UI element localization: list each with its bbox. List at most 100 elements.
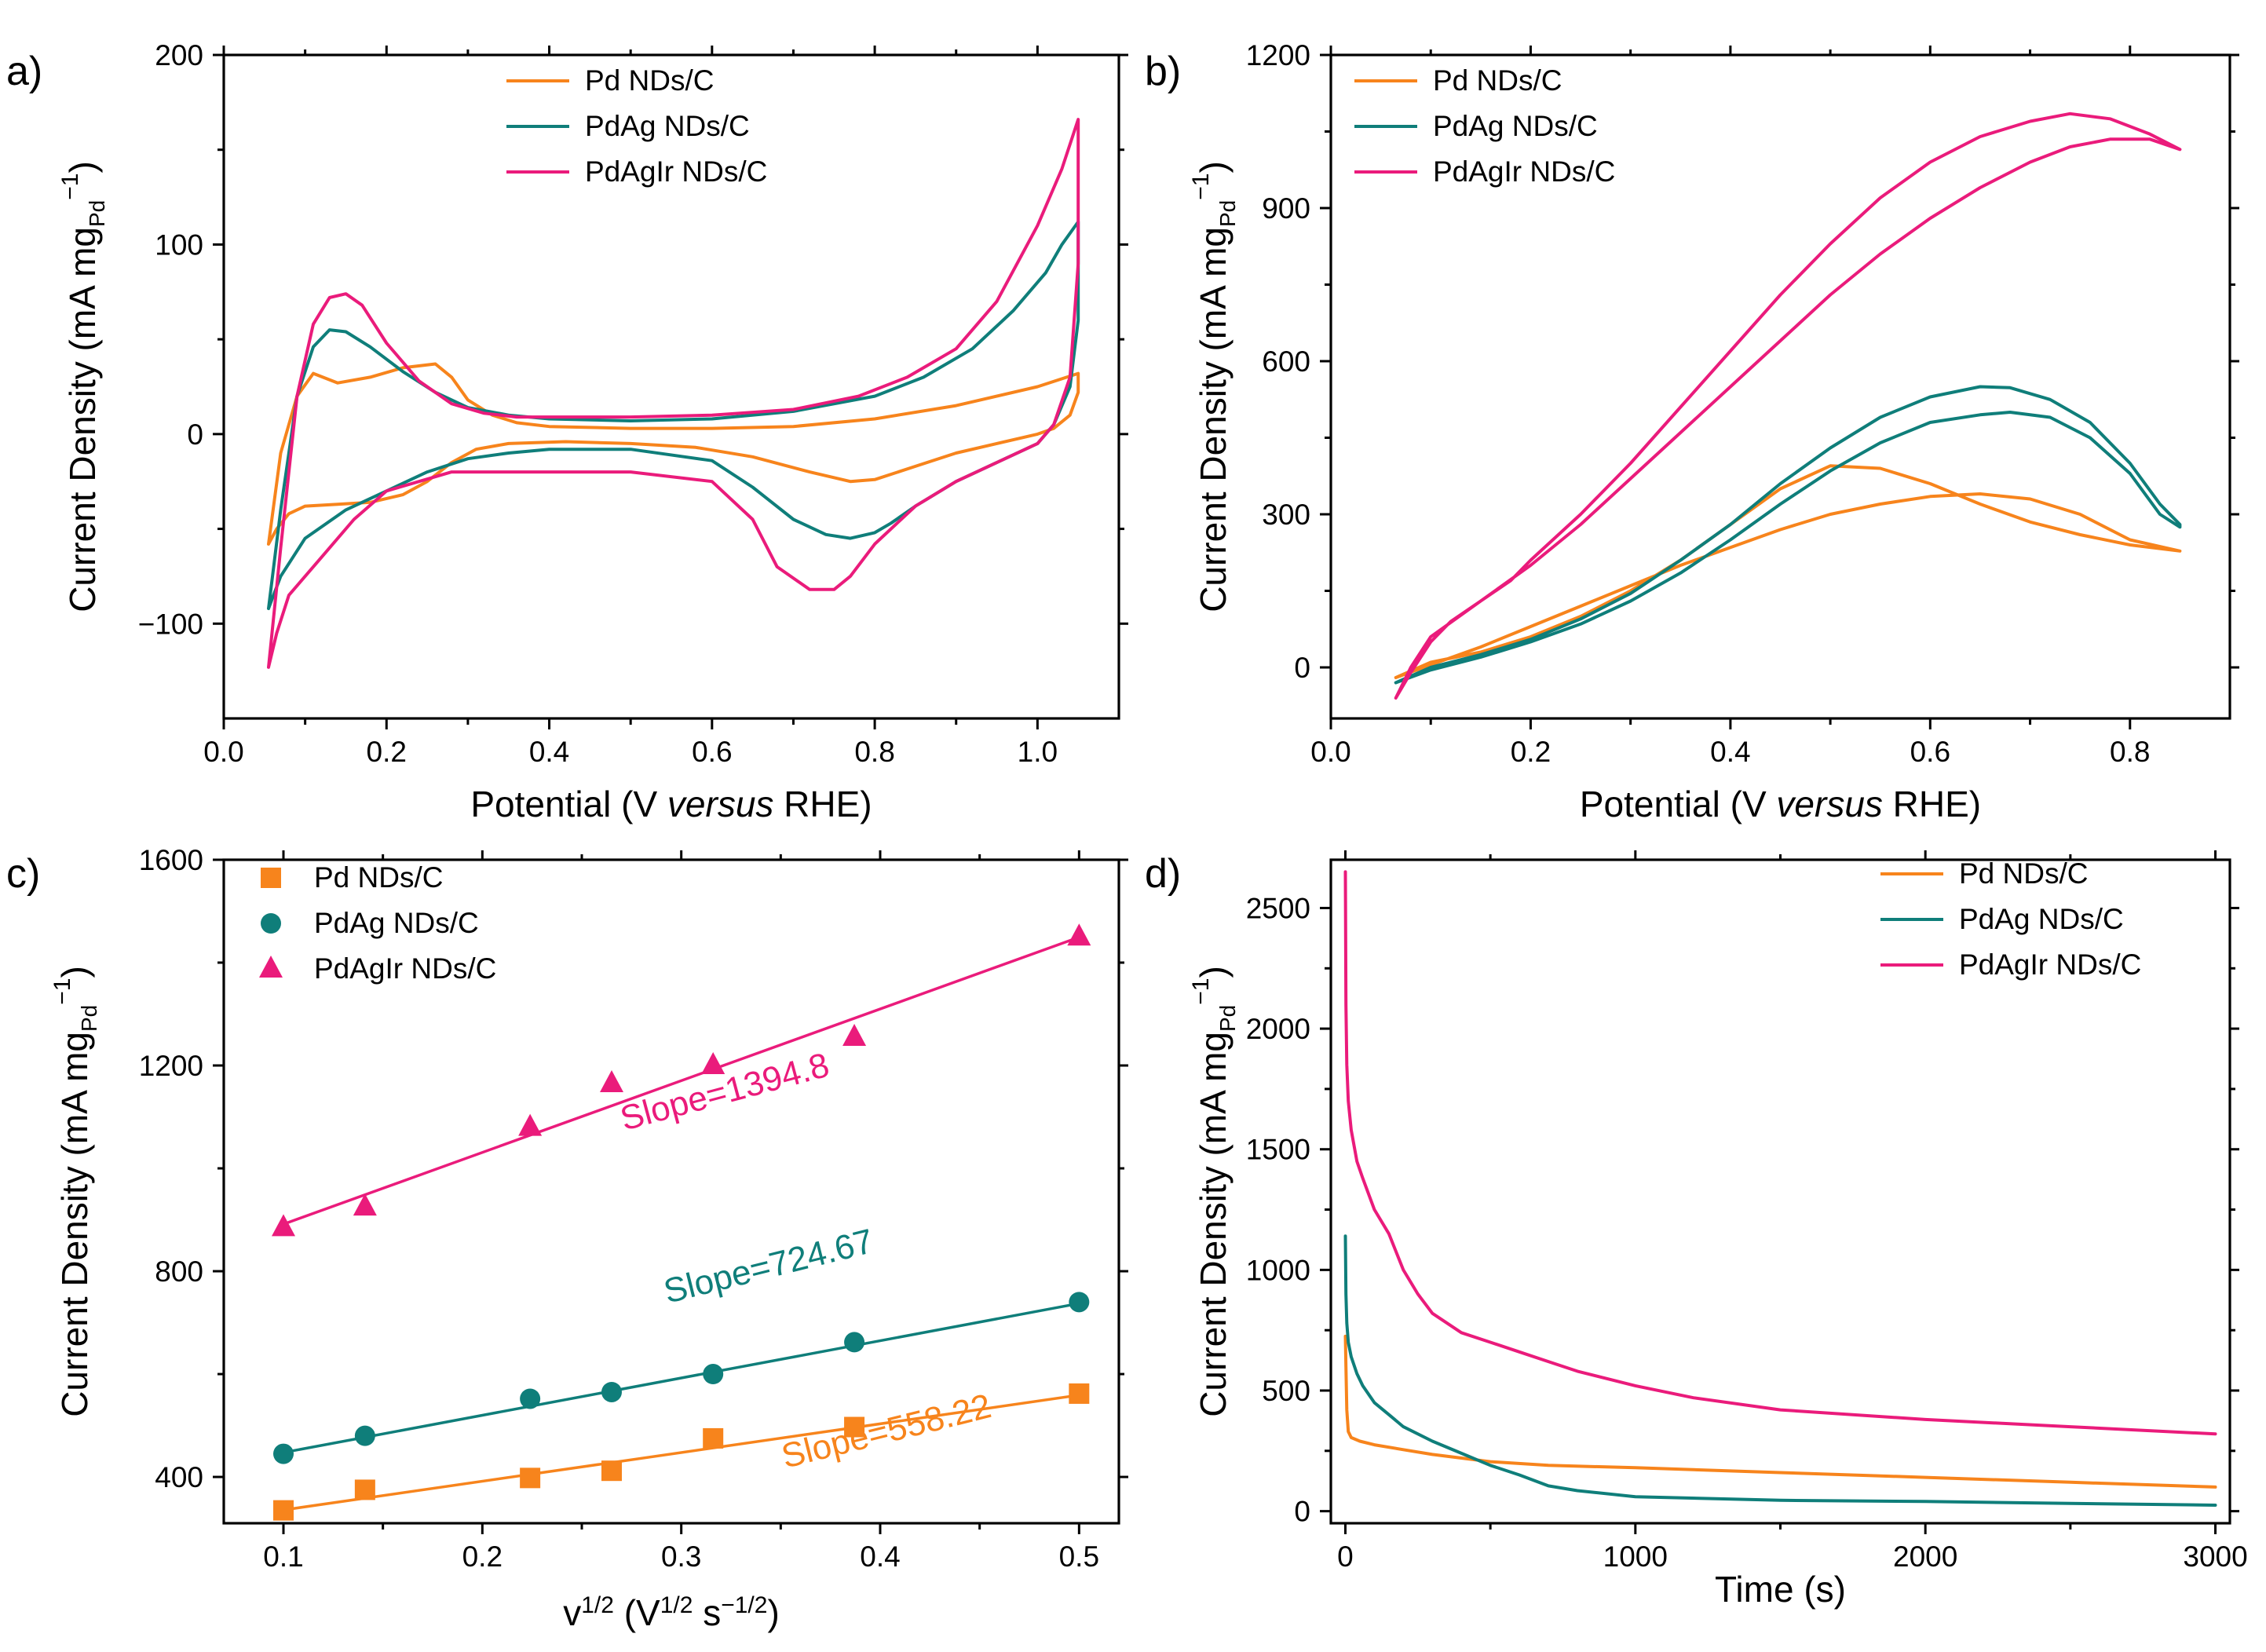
y-tick-label: 1600 [139, 844, 203, 876]
legend-label: PdAgIr NDs/C [314, 952, 496, 985]
plot-frame [222, 858, 1120, 1525]
y-tick-label: 400 [155, 1461, 203, 1493]
panel-label: b) [1145, 49, 1181, 94]
x-axis-label-part: ) [767, 1592, 779, 1633]
slope-label: Slope=558.22 [778, 1387, 996, 1476]
data-point-pd-nds-c [520, 1467, 541, 1489]
data-point-pd-nds-c [601, 1460, 622, 1482]
x-axis-label-part: versus [1776, 784, 1882, 824]
y-axis-label-part: Pd [1215, 1005, 1240, 1032]
x-tick-label: 0.0 [1310, 736, 1350, 768]
panel-d: d) 0 1000 2000 3000 0 500 1000 1500 2000 2500 Time … [1145, 850, 2248, 1610]
y-tick-label: 0 [1294, 652, 1310, 684]
data-point-pd-nds-c [1069, 1383, 1090, 1404]
y-tick-label: 0 [1294, 1496, 1310, 1528]
y-tick-label: 100 [155, 228, 203, 261]
y-axis-label-part: Current Density (mA mg [62, 227, 103, 612]
x-tick-label: 0.8 [2110, 736, 2150, 768]
data-point-pdag-nds-c [520, 1388, 541, 1409]
panel-label: c) [6, 851, 40, 897]
x-tick-label: 0.2 [1511, 736, 1551, 768]
legend-label: PdAgIr NDs/C [585, 155, 767, 188]
data-point-pdag-nds-c [844, 1332, 865, 1353]
x-tick-label: 0.1 [263, 1541, 303, 1573]
y-axis-label: Current Density (mA mgPd−1) [1188, 966, 1240, 1417]
data-point-pdagir-nds-c [272, 1214, 295, 1237]
data-point-pd-nds-c [844, 1416, 865, 1438]
legend-label: PdAgIr NDs/C [1959, 948, 2141, 981]
data-point-pdagir-nds-c [842, 1023, 867, 1046]
y-tick-label: 1000 [1246, 1254, 1310, 1286]
data-point-pdagir-nds-c [518, 1113, 543, 1136]
x-axis-label-part: 1/2 [660, 1592, 693, 1618]
series-line-pdag-nds-c [1343, 1234, 2217, 1507]
x-tick-label: 0 [1337, 1541, 1354, 1573]
x-axis-label: Time (s) [1715, 1569, 1846, 1610]
plot-frame [1329, 53, 2231, 720]
x-tick-label: 0.4 [529, 736, 569, 768]
y-tick-label: 1200 [139, 1050, 203, 1082]
fit-line-pdagir-nds-c [283, 936, 1080, 1226]
y-tick-label: 1500 [1246, 1134, 1310, 1166]
x-tick-label: 1.0 [1018, 736, 1058, 768]
data-point-pd-nds-c [354, 1479, 375, 1500]
x-tick-label: 0.4 [860, 1541, 900, 1573]
y-tick-label: 1200 [1246, 39, 1310, 71]
x-tick-label: 2000 [1893, 1541, 1957, 1573]
x-tick-label: 3000 [2183, 1541, 2247, 1573]
y-tick-label: −100 [138, 608, 203, 640]
x-axis-label-part: Time (s) [1715, 1569, 1846, 1610]
data-point-pd-nds-c [703, 1427, 724, 1449]
x-tick-label: 0.8 [854, 736, 894, 768]
y-axis-label: Current Density (mA mgPd−1) [1188, 161, 1240, 612]
plot-frame [222, 53, 1120, 720]
y-tick-label: 200 [155, 39, 203, 71]
x-tick-label: 0.2 [462, 1541, 503, 1573]
y-tick-label: 500 [1262, 1375, 1310, 1407]
data-point-pdag-nds-c [703, 1364, 724, 1385]
legend-marker [259, 956, 283, 978]
x-tick-label: 0.6 [692, 736, 732, 768]
panel-a: a) 0.0 0.2 0.4 0.6 0.8 1.0 −100 0 100 200 Potential… [6, 39, 1128, 824]
y-axis-label-part: ) [1193, 161, 1234, 173]
series-line-pd-nds-c [1343, 1334, 2217, 1489]
y-axis-label-part: Pd [1215, 200, 1240, 227]
y-axis-label-part: ) [1193, 966, 1234, 978]
x-axis-label: Potential (V versus RHE) [1580, 784, 1981, 824]
legend-label: PdAg NDs/C [1433, 110, 1598, 142]
legend-marker [261, 868, 281, 888]
data-point-pdagir-nds-c [600, 1069, 623, 1092]
y-tick-label: 600 [1262, 345, 1310, 378]
series-line-pdagir-nds-c [1394, 111, 2182, 700]
data-point-pdag-nds-c [273, 1443, 294, 1464]
data-point-pdagir-nds-c [701, 1052, 725, 1075]
panel-b: b) 0.0 0.2 0.4 0.6 0.8 0 300 600 900 1200 Potential… [1145, 39, 2239, 824]
y-tick-label: 2000 [1246, 1013, 1310, 1045]
slope-label: Slope=1394.8 [616, 1046, 833, 1138]
x-axis-label: v1/2 (V1/2 s−1/2) [563, 1592, 780, 1633]
x-tick-label: 0.4 [1710, 736, 1750, 768]
slope-label: Slope=724.67 [660, 1222, 878, 1311]
y-axis-label: Current Density (mA mgPd−1) [49, 966, 101, 1417]
data-point-pdagir-nds-c [353, 1193, 377, 1216]
y-axis-label-part: −1 [57, 174, 83, 200]
y-tick-label: 300 [1262, 499, 1310, 531]
legend-label: Pd NDs/C [314, 861, 443, 894]
x-axis-label-part: versus [667, 784, 773, 824]
data-point-pdagir-nds-c [1067, 923, 1091, 946]
x-axis-label-part: (V [614, 1592, 660, 1633]
y-axis-label-part: Current Density (mA mg [1193, 1032, 1234, 1417]
y-tick-label: 2500 [1246, 892, 1310, 924]
legend-label: PdAgIr NDs/C [1433, 155, 1615, 188]
y-axis-label-part: ) [62, 161, 103, 173]
legend-label: Pd NDs/C [585, 64, 714, 97]
y-axis-label: Current Density (mA mgPd−1) [57, 161, 109, 612]
y-axis-label-part: Pd [77, 1005, 101, 1032]
y-axis-label-part: −1 [49, 978, 75, 1005]
data-point-pd-nds-c [273, 1500, 294, 1521]
legend-label: Pd NDs/C [1959, 857, 2088, 890]
legend-label: PdAg NDs/C [585, 110, 750, 142]
x-axis-label-part: RHE) [773, 784, 872, 824]
